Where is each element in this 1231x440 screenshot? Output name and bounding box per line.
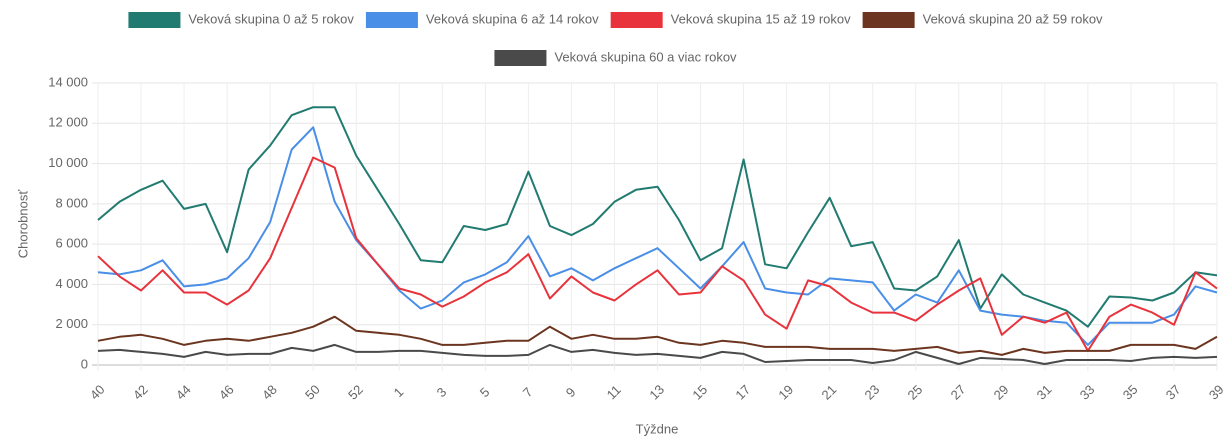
x-tick-label: 3 xyxy=(434,384,450,400)
x-tick-label: 25 xyxy=(905,382,926,403)
legend-label: Veková skupina 0 až 5 rokov xyxy=(188,11,354,26)
x-tick-label: 9 xyxy=(563,384,579,400)
legend-item: Veková skupina 15 až 19 rokov xyxy=(610,11,851,28)
x-tick-label: 19 xyxy=(775,382,796,403)
x-tick-label: 44 xyxy=(173,382,194,403)
x-tick-label: 40 xyxy=(87,382,108,403)
legend-swatch xyxy=(494,50,547,66)
legend-swatch xyxy=(610,12,663,28)
legend-item: Veková skupina 60 a viac rokov xyxy=(494,49,737,66)
y-axis-label: Chorobnosť xyxy=(15,190,30,259)
series-line xyxy=(97,315,1218,356)
legend-item: Veková skupina 20 až 59 rokov xyxy=(862,11,1103,28)
x-tick-label: 31 xyxy=(1034,382,1055,403)
x-tick-label: 11 xyxy=(604,382,624,402)
y-tick-label: 6 000 xyxy=(55,236,88,251)
y-tick-label: 12 000 xyxy=(48,115,88,130)
x-tick-label: 29 xyxy=(991,382,1012,403)
series-line xyxy=(97,106,1218,328)
legend-swatch xyxy=(862,12,915,28)
y-tick-label: 14 000 xyxy=(48,74,88,89)
legend-item: Veková skupina 6 až 14 rokov xyxy=(365,11,599,28)
x-tick-label: 52 xyxy=(345,382,366,403)
y-tick-label: 10 000 xyxy=(48,155,88,170)
x-tick-label: 15 xyxy=(689,382,710,403)
x-tick-label: 23 xyxy=(862,382,883,403)
x-tick-label: 42 xyxy=(130,382,151,403)
x-tick-label: 7 xyxy=(520,384,536,400)
legend-label: Veková skupina 20 až 59 rokov xyxy=(923,11,1103,26)
x-tick-label: 33 xyxy=(1077,382,1098,403)
x-tick-label: 27 xyxy=(948,382,969,403)
legend-swatch xyxy=(128,12,181,28)
series-line xyxy=(97,156,1218,352)
x-tick-label: 50 xyxy=(302,382,323,403)
x-tick-label: 39 xyxy=(1206,382,1227,403)
legend-label: Veková skupina 15 až 19 rokov xyxy=(671,11,851,26)
legend-label: Veková skupina 6 až 14 rokov xyxy=(426,11,599,26)
y-tick-label: 0 xyxy=(81,356,88,371)
x-tick-label: 1 xyxy=(391,384,407,400)
x-tick-label: 37 xyxy=(1163,382,1184,403)
series-line xyxy=(97,343,1218,365)
x-tick-label: 35 xyxy=(1120,382,1141,403)
x-tick-label: 21 xyxy=(818,382,839,403)
x-axis-label: Týždne xyxy=(636,421,679,436)
legend-swatch xyxy=(365,12,418,28)
y-tick-label: 4 000 xyxy=(55,276,88,291)
x-tick-label: 46 xyxy=(216,382,237,403)
legend-label: Veková skupina 60 a viac rokov xyxy=(554,49,737,64)
legend-item: Veková skupina 0 až 5 rokov xyxy=(128,11,354,28)
y-tick-label: 2 000 xyxy=(55,316,88,331)
x-tick-label: 13 xyxy=(646,382,667,403)
x-tick-label: 48 xyxy=(259,382,280,403)
x-tick-label: 17 xyxy=(732,382,753,403)
y-tick-label: 8 000 xyxy=(55,195,88,210)
x-tick-label: 5 xyxy=(477,384,493,400)
